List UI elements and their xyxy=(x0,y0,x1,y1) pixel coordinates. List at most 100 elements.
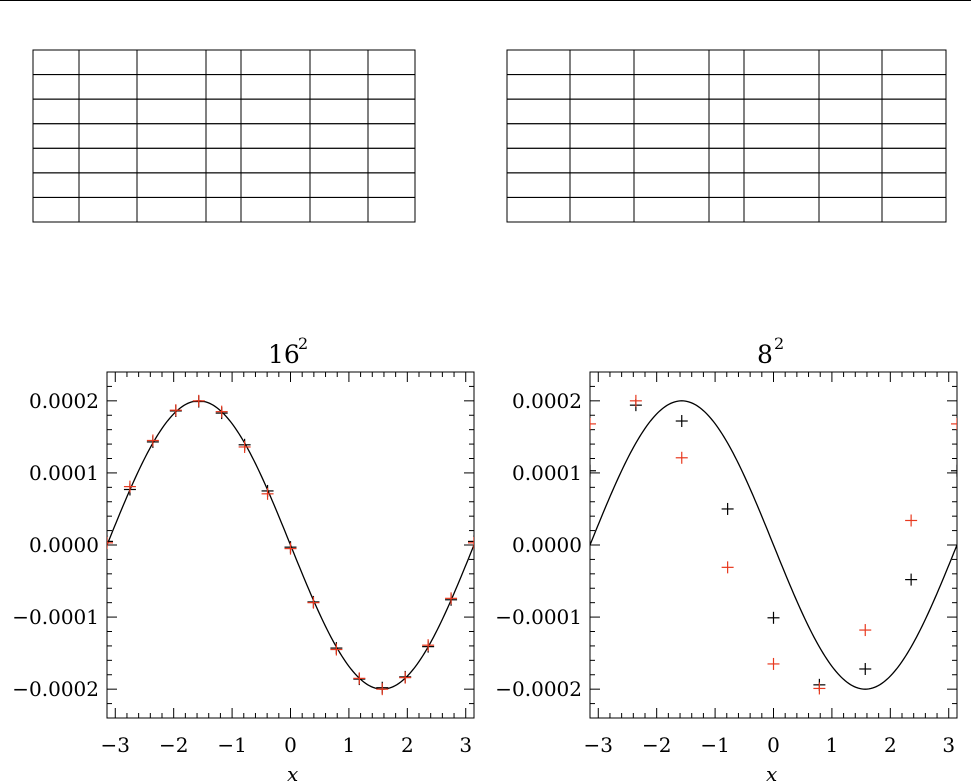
table-cell xyxy=(743,49,820,76)
x-tick-label: 1 xyxy=(343,733,356,757)
table-cell xyxy=(881,196,947,223)
plot-data-area xyxy=(107,394,474,696)
plus-marker xyxy=(169,404,182,417)
table-cell xyxy=(818,196,883,223)
table-cell xyxy=(240,74,311,100)
table-cell xyxy=(506,49,571,76)
series-red-markers xyxy=(107,394,474,696)
plus-marker xyxy=(215,405,228,418)
table-cell xyxy=(136,123,207,149)
plus-marker xyxy=(905,573,918,586)
table-cell xyxy=(240,196,311,223)
table-cell xyxy=(240,49,311,76)
y-tick-label: −0.0002 xyxy=(12,677,99,701)
table-cell xyxy=(205,49,242,76)
table-cell xyxy=(506,74,571,100)
x-tick-label: 1 xyxy=(826,733,839,757)
table-cell xyxy=(743,147,820,174)
y-tick-label: −0.0002 xyxy=(495,677,582,701)
table-cell xyxy=(136,74,207,100)
table-cell xyxy=(205,98,242,125)
table-cell xyxy=(506,172,571,198)
x-tick-label: −3 xyxy=(584,733,613,757)
table-cell xyxy=(633,172,710,198)
table-cell xyxy=(136,196,207,223)
table-cell xyxy=(633,74,710,100)
table-cell xyxy=(818,98,883,125)
table-cell xyxy=(569,98,635,125)
table-cell xyxy=(240,147,311,174)
x-tick-label: −1 xyxy=(217,733,246,757)
table-cell xyxy=(136,98,207,125)
table-cell xyxy=(309,196,369,223)
table-cell xyxy=(881,123,947,149)
table-cell xyxy=(32,147,80,174)
plus-marker xyxy=(767,611,780,624)
table-cell xyxy=(136,49,207,76)
x-tick-label: 0 xyxy=(767,733,780,757)
plus-marker xyxy=(238,440,251,453)
table-cell xyxy=(743,123,820,149)
plus-marker xyxy=(353,672,366,685)
table-cell xyxy=(309,98,369,125)
x-tick-label: 0 xyxy=(284,733,297,757)
table-cell xyxy=(367,74,416,100)
plus-marker xyxy=(399,671,412,684)
panel-16x16: 16 2 x −3 −2 −1 0 1 2 3 0.0002 0.0001 0.0000 −0.00… xyxy=(12,334,475,784)
plus-marker xyxy=(307,596,320,609)
x-axis-title: x xyxy=(287,762,298,784)
table-cell xyxy=(633,147,710,174)
series-red-markers xyxy=(590,394,957,695)
panel-title-base: 16 xyxy=(268,340,300,369)
page-top-rule xyxy=(0,0,971,1)
y-tick-label: −0.0001 xyxy=(495,605,582,629)
table-cell xyxy=(240,123,311,149)
table-cell xyxy=(78,74,138,100)
table-cell xyxy=(240,98,311,125)
plus-marker xyxy=(813,682,826,695)
plus-marker xyxy=(951,464,957,477)
plus-marker xyxy=(629,394,642,407)
x-tick-label: 2 xyxy=(401,733,414,757)
table-cell xyxy=(881,98,947,125)
plus-marker xyxy=(859,662,872,675)
table-cell xyxy=(506,147,571,174)
y-tick-label: 0.0000 xyxy=(29,533,99,557)
panel-title-exponent: 2 xyxy=(298,334,308,353)
table-cell xyxy=(367,196,416,223)
panel-title-exponent: 2 xyxy=(774,334,784,353)
table-cell xyxy=(818,74,883,100)
empty-table-right xyxy=(506,49,947,223)
table-cell xyxy=(205,123,242,149)
table-cell xyxy=(569,49,635,76)
table-cell xyxy=(136,147,207,174)
table-cell xyxy=(708,172,745,198)
table-cell xyxy=(708,49,745,76)
table-cell xyxy=(32,98,80,125)
panel-title-base: 8 xyxy=(757,340,773,369)
table-cell xyxy=(506,123,571,149)
table-cell xyxy=(818,123,883,149)
table-cell xyxy=(506,98,571,125)
table-cell xyxy=(367,172,416,198)
table-cell xyxy=(309,172,369,198)
x-tick-label: 3 xyxy=(942,733,955,757)
table-cell xyxy=(569,172,635,198)
table-cell xyxy=(367,147,416,174)
analytic-curve xyxy=(590,400,957,690)
y-tick-label: 0.0002 xyxy=(29,389,99,413)
table-cell xyxy=(569,147,635,174)
table-cell xyxy=(743,98,820,125)
table-cell xyxy=(708,123,745,149)
plus-marker xyxy=(721,502,734,515)
table-cell xyxy=(881,74,947,100)
table-cell xyxy=(32,123,80,149)
table-cell xyxy=(881,49,947,76)
table-cell xyxy=(205,196,242,223)
x-tick-label: −1 xyxy=(700,733,729,757)
plus-marker xyxy=(590,417,596,430)
x-axis-title: x xyxy=(766,762,777,784)
y-tick-label: 0.0001 xyxy=(29,461,99,485)
table-cell xyxy=(743,196,820,223)
table-cell xyxy=(78,196,138,223)
